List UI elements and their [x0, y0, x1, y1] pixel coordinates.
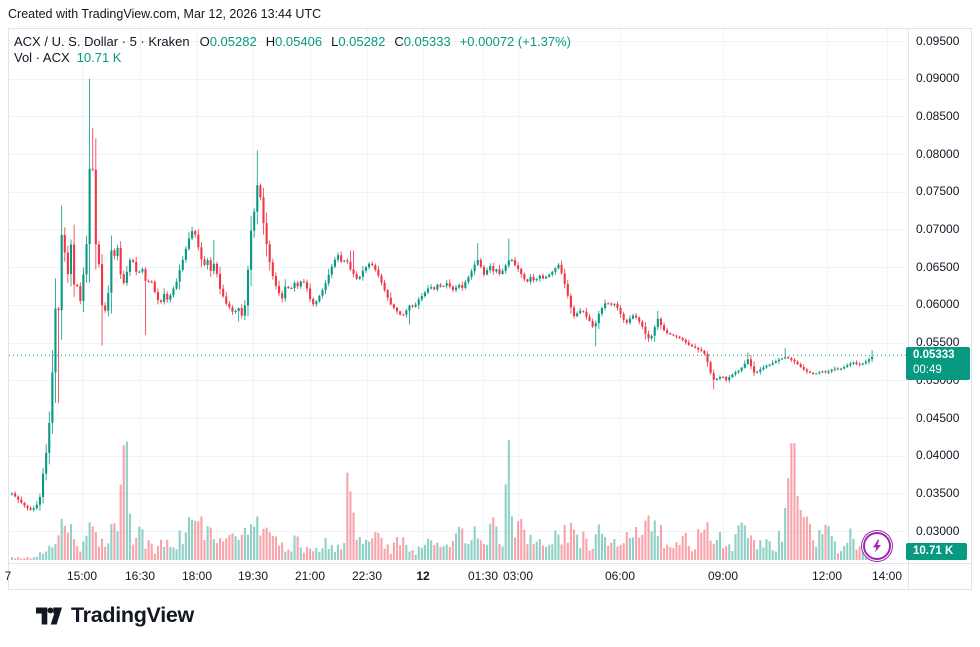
time-axis-label: 16:30	[124, 569, 156, 583]
open-value: O0.05282	[199, 34, 257, 49]
time-axis-label: 15:00	[66, 569, 98, 583]
time-axis-label: 21:00	[294, 569, 326, 583]
time-axis-label: 06:00	[604, 569, 636, 583]
price-axis-label: 0.09000	[916, 71, 960, 86]
tradingview-wordmark: TradingView	[71, 603, 194, 627]
candles-layer	[10, 78, 874, 512]
price-axis-separator	[908, 28, 909, 590]
chart-widget-frame	[8, 28, 972, 590]
price-axis-label: 0.05500	[916, 335, 960, 350]
time-axis-label: 12:00	[811, 569, 843, 583]
price-axis-label: 0.03000	[916, 523, 960, 538]
change-value: +0.00072 (+1.37%)	[459, 34, 572, 49]
high-value: H0.05406	[265, 34, 323, 49]
time-axis-label: 7	[4, 569, 12, 583]
legend-line-2: Vol · ACX 10.71 K	[14, 50, 571, 66]
volume-layer	[10, 440, 874, 560]
volume-badge: 10.71 K	[906, 543, 967, 560]
time-axis-label: 03:00	[502, 569, 534, 583]
volume-label: Vol · ACX	[14, 50, 70, 65]
price-axis-label: 0.03500	[916, 485, 960, 500]
price-axis-label: 0.08500	[916, 108, 960, 123]
price-axis-label: 0.04000	[916, 448, 960, 463]
lightning-bolt-icon	[873, 539, 881, 553]
time-axis-label: 22:30	[351, 569, 383, 583]
time-axis-label: 12	[416, 569, 430, 583]
time-axis-label: 18:00	[181, 569, 213, 583]
price-axis-label: 0.06500	[916, 259, 960, 274]
time-axis-label: 14:00	[871, 569, 903, 583]
tradingview-logo[interactable]: TradingView	[36, 603, 194, 628]
credit-text: Created with TradingView.com, Mar 12, 20…	[8, 7, 322, 21]
lightning-badge[interactable]	[863, 532, 891, 560]
price-axis-label: 0.09500	[916, 33, 960, 48]
low-value: L0.05282	[331, 34, 386, 49]
price-axis-label: 0.07500	[916, 184, 960, 199]
bar-countdown: 00:49	[913, 364, 942, 376]
price-axis-label: 0.08000	[916, 146, 960, 161]
time-axis-label: 09:00	[707, 569, 739, 583]
time-axis-label: 19:30	[237, 569, 269, 583]
legend-line-1: ACX / U. S. Dollar · 5 · Kraken O0.05282 H…	[14, 34, 571, 50]
time-axis-separator	[8, 563, 972, 564]
tradingview-logo-icon	[36, 607, 62, 624]
price-axis-label: 0.04500	[916, 410, 960, 425]
close-value: C0.05333	[394, 34, 451, 49]
price-axis-label: 0.07000	[916, 222, 960, 236]
symbol-title: ACX / U. S. Dollar · 5 · Kraken	[14, 34, 190, 49]
chart-legend: ACX / U. S. Dollar · 5 · Kraken O0.05282 H…	[14, 34, 571, 66]
volume-value: 10.71 K	[76, 50, 122, 65]
price-axis-label: 0.06000	[916, 297, 960, 312]
last-price-badge: 0.05333 00:49	[906, 347, 970, 380]
last-price-value: 0.05333	[913, 349, 955, 361]
grid-layer	[9, 29, 907, 562]
time-axis-label: 01:30	[467, 569, 499, 583]
